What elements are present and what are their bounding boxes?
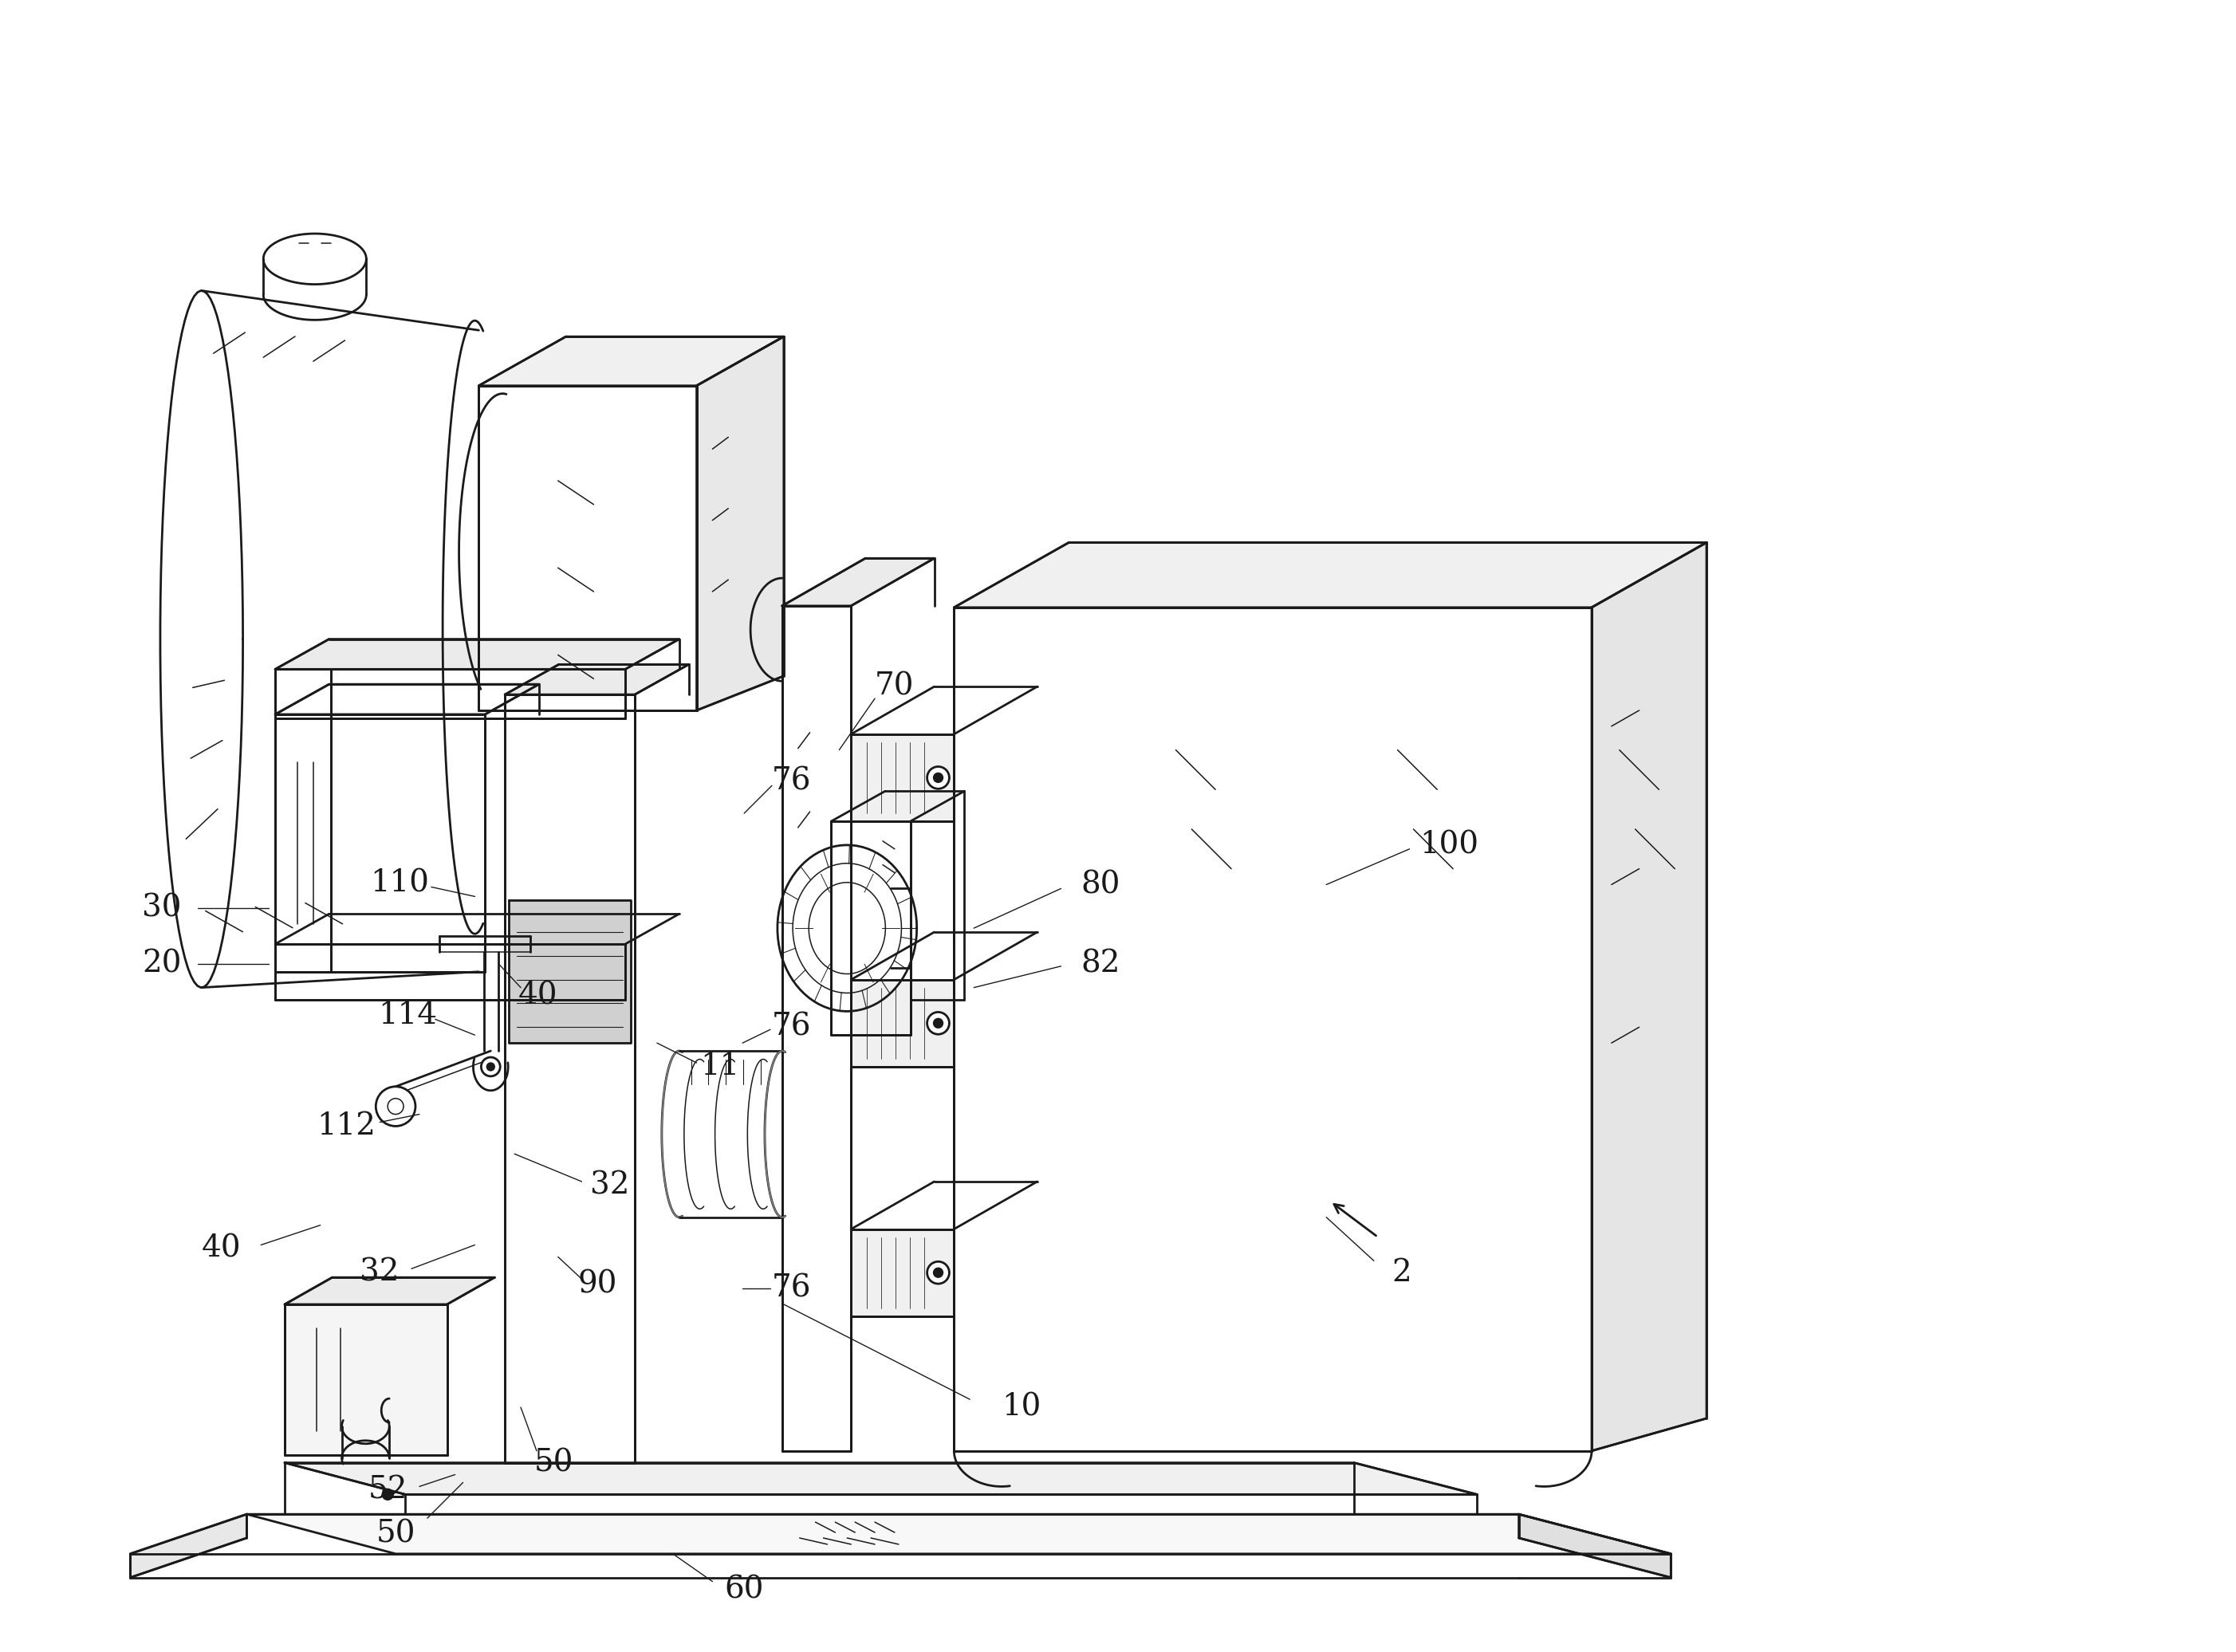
Polygon shape	[275, 669, 331, 971]
Text: 11: 11	[700, 1052, 740, 1082]
Text: 20: 20	[143, 948, 181, 978]
Text: 10: 10	[1002, 1393, 1042, 1422]
Circle shape	[382, 1488, 394, 1500]
Circle shape	[481, 1057, 501, 1075]
Text: 60: 60	[724, 1574, 765, 1604]
Text: 114: 114	[378, 1001, 436, 1031]
Circle shape	[932, 773, 944, 783]
Polygon shape	[783, 558, 935, 606]
Text: 80: 80	[1080, 871, 1120, 899]
Text: 110: 110	[371, 869, 429, 897]
Polygon shape	[1592, 542, 1706, 1450]
Polygon shape	[698, 337, 785, 710]
Polygon shape	[505, 694, 635, 1462]
Text: 76: 76	[771, 1274, 812, 1303]
Polygon shape	[852, 733, 955, 821]
Polygon shape	[246, 1515, 1670, 1555]
Circle shape	[928, 1013, 950, 1034]
Circle shape	[387, 1099, 402, 1113]
Text: 76: 76	[771, 1013, 812, 1042]
Text: 40: 40	[519, 981, 559, 1011]
Polygon shape	[275, 669, 626, 719]
Text: 40: 40	[201, 1234, 241, 1264]
Text: 70: 70	[874, 672, 915, 702]
Text: 30: 30	[143, 894, 181, 923]
Polygon shape	[275, 684, 539, 714]
Polygon shape	[955, 542, 1706, 608]
Circle shape	[487, 1062, 494, 1070]
Polygon shape	[275, 639, 680, 669]
Polygon shape	[479, 337, 785, 385]
Polygon shape	[783, 606, 852, 1450]
Polygon shape	[1518, 1515, 1670, 1578]
Polygon shape	[955, 608, 1592, 1450]
Polygon shape	[275, 714, 485, 971]
Polygon shape	[832, 821, 910, 1036]
Polygon shape	[505, 664, 689, 694]
Text: 112: 112	[318, 1112, 376, 1142]
Polygon shape	[284, 1277, 494, 1305]
Polygon shape	[284, 1462, 1476, 1495]
Polygon shape	[479, 385, 698, 710]
Text: 2: 2	[1391, 1257, 1411, 1287]
Polygon shape	[852, 980, 955, 1067]
Text: 32: 32	[360, 1257, 400, 1287]
Polygon shape	[510, 900, 631, 1042]
Circle shape	[932, 1018, 944, 1028]
Polygon shape	[284, 1305, 447, 1455]
Text: 90: 90	[577, 1270, 617, 1298]
Text: 100: 100	[1420, 831, 1478, 859]
Text: 76: 76	[771, 767, 812, 796]
Text: 82: 82	[1080, 948, 1120, 978]
Circle shape	[928, 767, 950, 788]
Text: 52: 52	[369, 1475, 407, 1505]
Text: 32: 32	[590, 1171, 628, 1201]
Circle shape	[932, 1267, 944, 1277]
Text: 50: 50	[376, 1520, 416, 1550]
Circle shape	[376, 1087, 416, 1127]
Circle shape	[928, 1262, 950, 1284]
Polygon shape	[852, 1229, 955, 1317]
Text: 50: 50	[534, 1449, 575, 1477]
Polygon shape	[275, 943, 626, 999]
Polygon shape	[130, 1515, 246, 1578]
